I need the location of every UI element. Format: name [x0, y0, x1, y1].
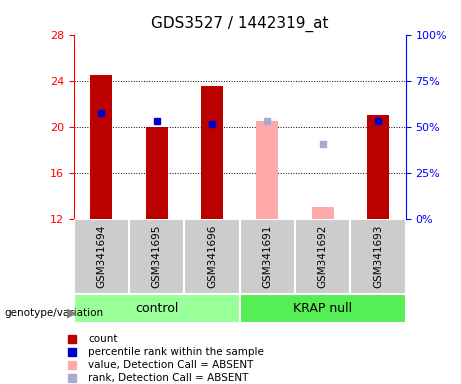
Text: genotype/variation: genotype/variation — [5, 308, 104, 318]
Text: GSM341693: GSM341693 — [373, 225, 383, 288]
FancyBboxPatch shape — [350, 219, 406, 294]
FancyBboxPatch shape — [240, 219, 295, 294]
Text: GSM341695: GSM341695 — [152, 225, 162, 288]
Text: GSM341692: GSM341692 — [318, 225, 328, 288]
Text: value, Detection Call = ABSENT: value, Detection Call = ABSENT — [88, 359, 254, 369]
Text: GSM341691: GSM341691 — [262, 225, 272, 288]
FancyBboxPatch shape — [74, 219, 129, 294]
Bar — [312, 207, 334, 219]
Bar — [146, 127, 168, 219]
Title: GDS3527 / 1442319_at: GDS3527 / 1442319_at — [151, 16, 329, 32]
FancyBboxPatch shape — [74, 294, 240, 323]
Text: count: count — [88, 334, 118, 344]
FancyBboxPatch shape — [295, 219, 350, 294]
Text: GSM341694: GSM341694 — [96, 225, 106, 288]
Bar — [367, 115, 389, 219]
Text: percentile rank within the sample: percentile rank within the sample — [88, 347, 264, 357]
FancyBboxPatch shape — [184, 219, 240, 294]
Text: control: control — [135, 302, 178, 314]
Bar — [90, 75, 112, 219]
Text: rank, Detection Call = ABSENT: rank, Detection Call = ABSENT — [88, 372, 248, 382]
Text: KRAP null: KRAP null — [293, 302, 352, 314]
Bar — [201, 86, 223, 219]
Text: ▶: ▶ — [67, 306, 77, 319]
FancyBboxPatch shape — [240, 294, 406, 323]
Bar — [256, 121, 278, 219]
FancyBboxPatch shape — [129, 219, 184, 294]
Text: GSM341696: GSM341696 — [207, 225, 217, 288]
